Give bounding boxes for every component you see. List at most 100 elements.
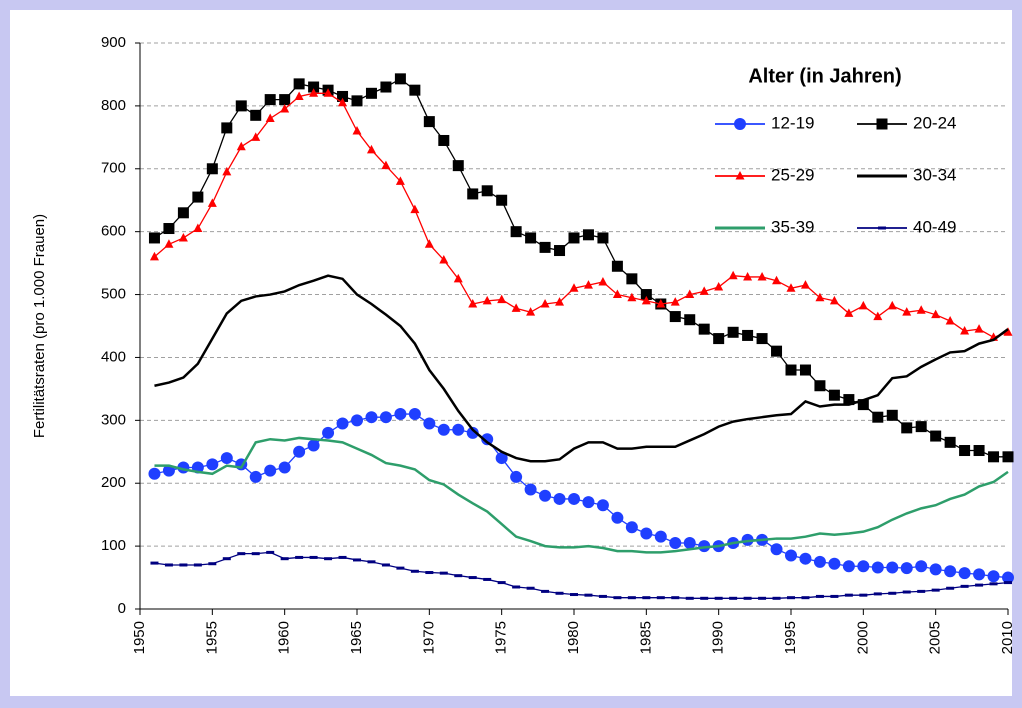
point xyxy=(379,411,392,424)
point xyxy=(857,560,870,573)
point xyxy=(828,389,840,401)
point xyxy=(582,229,594,241)
x-tick-label: 2010 xyxy=(999,621,1016,654)
plot-panel xyxy=(10,10,1012,696)
point xyxy=(671,596,680,600)
point xyxy=(729,596,738,600)
point xyxy=(900,562,913,575)
point xyxy=(365,411,378,424)
point xyxy=(734,118,746,130)
x-tick-label: 1975 xyxy=(493,621,510,654)
point xyxy=(857,399,869,411)
point xyxy=(526,307,536,316)
point xyxy=(539,489,552,502)
point xyxy=(915,421,927,433)
point xyxy=(1002,571,1014,584)
point xyxy=(338,97,348,107)
point xyxy=(466,426,479,439)
y-tick-label: 600 xyxy=(101,223,126,240)
point xyxy=(293,445,306,458)
point xyxy=(772,596,781,600)
point xyxy=(309,88,319,97)
point xyxy=(584,593,593,597)
point xyxy=(800,280,810,289)
point xyxy=(728,270,738,280)
legend-title: Alter (in Jahren) xyxy=(748,65,901,87)
point xyxy=(872,411,884,423)
point xyxy=(294,91,304,100)
point xyxy=(409,84,421,96)
point xyxy=(598,276,608,286)
point xyxy=(439,571,448,575)
point xyxy=(308,81,320,93)
point xyxy=(497,294,507,304)
point xyxy=(525,232,537,244)
point xyxy=(931,309,941,319)
point xyxy=(958,567,971,580)
point xyxy=(685,596,694,600)
x-tick-label: 2005 xyxy=(927,621,944,654)
point xyxy=(742,329,754,341)
point xyxy=(539,241,551,253)
point xyxy=(988,451,1000,463)
point xyxy=(960,584,969,588)
y-tick-label: 500 xyxy=(101,286,126,303)
point xyxy=(222,557,231,561)
point xyxy=(323,88,333,97)
point xyxy=(582,496,595,509)
point xyxy=(208,562,217,566)
point xyxy=(886,561,899,574)
point xyxy=(322,426,335,439)
point xyxy=(365,87,377,99)
point xyxy=(886,409,898,421)
x-tick-label: 1960 xyxy=(276,621,293,654)
point xyxy=(829,295,839,305)
point xyxy=(149,251,159,261)
point xyxy=(366,144,376,154)
point xyxy=(987,570,1000,583)
point xyxy=(467,188,479,200)
x-tick-label: 1970 xyxy=(420,621,437,654)
point xyxy=(685,289,695,299)
point xyxy=(351,414,363,427)
point xyxy=(249,470,262,483)
point xyxy=(207,198,217,207)
point xyxy=(236,141,246,151)
point xyxy=(452,160,464,172)
point xyxy=(410,204,420,214)
point xyxy=(929,563,942,576)
point xyxy=(873,592,882,596)
point xyxy=(843,394,855,406)
x-tick-label: 1965 xyxy=(348,621,365,654)
y-tick-label: 800 xyxy=(101,97,126,114)
point xyxy=(844,308,854,317)
point xyxy=(959,445,971,457)
point xyxy=(148,467,161,480)
point xyxy=(179,563,188,567)
point xyxy=(279,94,291,106)
point xyxy=(554,245,566,257)
point xyxy=(931,588,940,592)
x-tick-label: 1990 xyxy=(710,621,727,654)
point xyxy=(830,594,839,598)
point xyxy=(583,280,593,289)
point xyxy=(799,364,811,376)
y-tick-label: 900 xyxy=(101,34,126,51)
point xyxy=(452,423,465,436)
point xyxy=(237,552,246,556)
point xyxy=(497,581,506,585)
point xyxy=(336,417,349,430)
point xyxy=(887,300,897,310)
point xyxy=(278,461,291,474)
point xyxy=(598,594,607,598)
point xyxy=(220,452,233,465)
point xyxy=(683,536,696,549)
point xyxy=(656,596,665,600)
point xyxy=(960,326,970,335)
point xyxy=(946,586,955,590)
point xyxy=(150,561,159,565)
point xyxy=(481,185,493,197)
point xyxy=(787,596,795,600)
point xyxy=(613,596,622,600)
